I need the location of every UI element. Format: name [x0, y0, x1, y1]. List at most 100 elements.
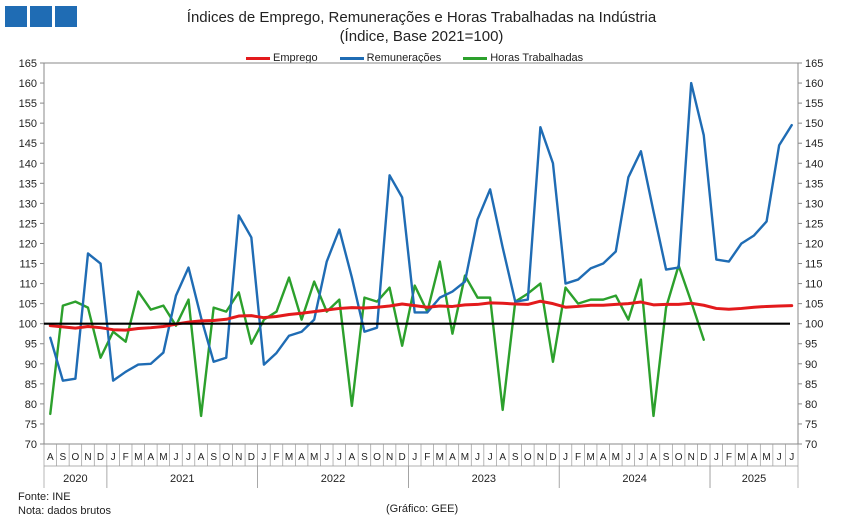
x-month-label: S: [663, 452, 670, 463]
y-tick-label-left: 90: [25, 359, 37, 371]
x-month-label: M: [310, 452, 318, 463]
y-tick-label-right: 125: [805, 218, 823, 230]
x-month-label: J: [173, 452, 178, 463]
y-tick-label-left: 155: [19, 98, 37, 110]
legend-item-horas: Horas Trabalhadas: [463, 52, 583, 64]
plot-area: [43, 62, 799, 445]
y-tick-label-right: 110: [805, 279, 823, 291]
x-month-label: O: [675, 452, 683, 463]
x-month-label: J: [337, 452, 342, 463]
legend-label: Emprego: [273, 52, 318, 64]
x-month-label: D: [700, 452, 707, 463]
y-tick-label-right: 80: [805, 399, 817, 411]
y-tick-label-right: 95: [805, 339, 817, 351]
y-tick-label-right: 120: [805, 238, 823, 250]
x-year-label: 2023: [472, 473, 496, 485]
x-month-label: F: [273, 452, 279, 463]
y-tick-label-right: 75: [805, 419, 817, 431]
x-month-label: A: [198, 452, 205, 463]
y-tick-label-left: 140: [19, 158, 37, 170]
legend-swatch: [246, 56, 270, 60]
x-month-label: O: [524, 452, 532, 463]
y-tick-label-right: 115: [805, 259, 823, 271]
y-tick-label-left: 125: [19, 218, 37, 230]
y-tick-label-right: 150: [805, 118, 823, 130]
x-month-label: O: [72, 452, 80, 463]
y-tick-label-left: 145: [19, 138, 37, 150]
y-tick-label-right: 105: [805, 299, 823, 311]
x-month-label: J: [186, 452, 191, 463]
x-year-label: 2021: [170, 473, 194, 485]
y-tick-label-left: 130: [19, 198, 37, 210]
x-month-label: M: [612, 452, 620, 463]
x-month-label: D: [97, 452, 104, 463]
x-month-label: A: [499, 452, 506, 463]
y-tick-label-left: 105: [19, 299, 37, 311]
x-month-label: F: [424, 452, 430, 463]
y-tick-label-right: 100: [805, 319, 823, 331]
x-month-label: D: [399, 452, 406, 463]
x-month-label: M: [762, 452, 770, 463]
logo-block: [55, 6, 77, 27]
x-year-label: 2024: [622, 473, 646, 485]
y-tick-label-right: 90: [805, 359, 817, 371]
x-month-label: A: [298, 452, 305, 463]
x-month-label: A: [751, 452, 758, 463]
graph-credit: (Gráfico: GEE): [386, 503, 459, 515]
x-month-label: J: [777, 452, 782, 463]
x-month-label: J: [324, 452, 329, 463]
x-month-label: J: [638, 452, 643, 463]
chart-title: Índices de Emprego, Remunerações e Horas…: [186, 9, 657, 26]
x-month-label: N: [688, 452, 695, 463]
x-month-label: M: [436, 452, 444, 463]
x-month-label: S: [210, 452, 217, 463]
y-tick-label-right: 70: [805, 439, 817, 451]
y-tick-label-right: 130: [805, 198, 823, 210]
x-month-label: A: [47, 452, 54, 463]
y-tick-label-left: 70: [25, 439, 37, 451]
x-month-label: O: [222, 452, 230, 463]
x-year-label: 2025: [742, 473, 766, 485]
legend-item-remuneracoes: Remunerações: [339, 52, 441, 64]
y-tick-label-left: 85: [25, 379, 37, 391]
x-month-label: J: [789, 452, 794, 463]
y-tick-label-right: 155: [805, 98, 823, 110]
x-month-label: M: [737, 452, 745, 463]
x-month-label: M: [285, 452, 293, 463]
y-tick-label-right: 140: [805, 158, 823, 170]
y-tick-label-right: 160: [805, 78, 823, 90]
y-tick-label-right: 165: [805, 58, 823, 70]
y-tick-label-left: 95: [25, 339, 37, 351]
x-month-label: M: [134, 452, 142, 463]
x-month-label: S: [60, 452, 67, 463]
x-month-label: F: [726, 452, 732, 463]
y-tick-label-left: 150: [19, 118, 37, 130]
x-year-label: 2022: [321, 473, 345, 485]
x-month-label: J: [714, 452, 719, 463]
chart-subtitle: (Índice, Base 2021=100): [339, 28, 504, 45]
legend-label: Horas Trabalhadas: [490, 52, 584, 64]
x-month-label: J: [626, 452, 631, 463]
gee-logo: [5, 6, 77, 27]
y-tick-label-right: 85: [805, 379, 817, 391]
x-month-label: A: [147, 452, 154, 463]
x-month-label: J: [261, 452, 266, 463]
x-month-label: N: [537, 452, 544, 463]
series-line-horas-trabalhadas: [49, 260, 705, 418]
y-tick-label-right: 135: [805, 178, 823, 190]
x-month-label: A: [650, 452, 657, 463]
y-tick-label-left: 100: [19, 319, 37, 331]
x-month-label: F: [123, 452, 129, 463]
series-line-remunerações: [49, 81, 793, 382]
x-month-label: J: [412, 452, 417, 463]
data-note: Nota: dados brutos: [18, 505, 111, 517]
x-month-label: N: [386, 452, 393, 463]
x-month-label: A: [349, 452, 356, 463]
y-tick-label-left: 165: [19, 58, 37, 70]
x-month-label: D: [549, 452, 556, 463]
x-month-label: J: [475, 452, 480, 463]
x-month-label: J: [563, 452, 568, 463]
x-month-label: J: [488, 452, 493, 463]
y-tick-label-left: 80: [25, 399, 37, 411]
